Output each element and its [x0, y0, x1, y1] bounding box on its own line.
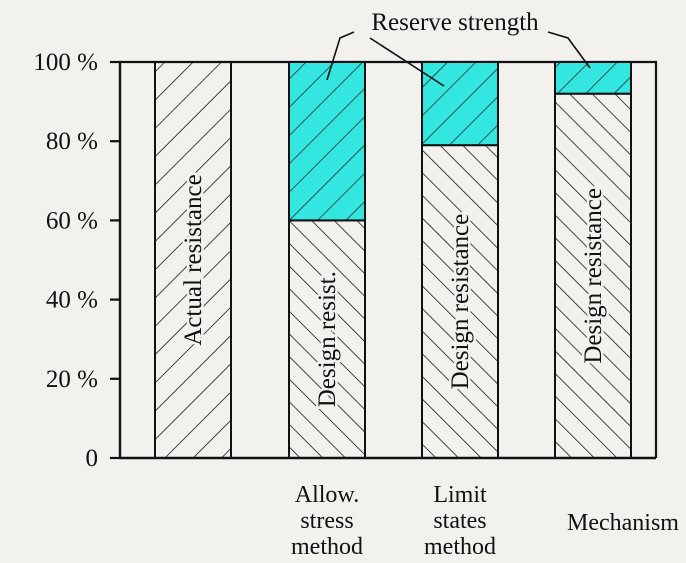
category-label: method	[424, 534, 496, 560]
y-tick-label: 80 %	[46, 128, 98, 155]
bar-design-segment	[154, 61, 232, 459]
y-tick-label: 40 %	[46, 287, 98, 314]
bar-design-segment	[554, 92, 632, 460]
y-tick-label: 60 %	[46, 207, 98, 234]
annotation-leader	[326, 31, 355, 81]
bar-reserve-segment	[554, 61, 632, 95]
bar-label: Actual resistance	[180, 174, 207, 345]
bar-reserve-segment	[421, 61, 499, 147]
y-tick-label: 0	[86, 445, 99, 472]
category-label: Allow.	[295, 482, 359, 508]
annotation-leader	[369, 37, 445, 87]
category-label: method	[291, 534, 363, 560]
category-label: states	[433, 508, 486, 534]
annotation-leader	[547, 31, 591, 69]
bar-label: Design resist.	[314, 271, 341, 407]
category-label: Limit	[433, 482, 487, 508]
bar-design-segment	[288, 219, 366, 459]
y-tick-label: 100 %	[33, 49, 98, 76]
category-label: stress	[300, 508, 353, 534]
annotation-reserve-strength: Reserve strength	[371, 9, 539, 36]
bar-design-segment	[421, 144, 499, 459]
bar-label: Design resistance	[447, 214, 474, 390]
y-tick-label: 20 %	[46, 366, 98, 393]
bar-label: Design resistance	[580, 188, 607, 364]
bar-reserve-segment	[288, 61, 366, 222]
category-label: Mechanism	[567, 510, 679, 536]
